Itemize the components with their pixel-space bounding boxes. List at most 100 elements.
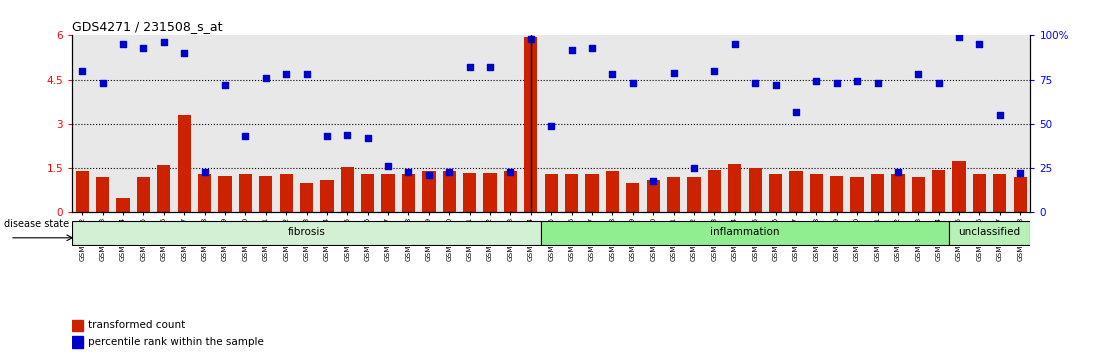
Point <box>645 178 663 183</box>
Point <box>604 72 622 77</box>
Point <box>359 135 377 141</box>
Text: disease state: disease state <box>4 219 70 229</box>
Bar <box>72 336 83 348</box>
Text: transformed count: transformed count <box>88 320 185 330</box>
Point <box>175 50 193 56</box>
Bar <box>422 171 435 212</box>
Bar <box>830 176 843 212</box>
Point <box>747 80 765 86</box>
Bar <box>789 171 802 212</box>
Bar <box>948 221 1030 245</box>
Bar <box>993 174 1006 212</box>
Bar <box>320 180 334 212</box>
Text: GDS4271 / 231508_s_at: GDS4271 / 231508_s_at <box>72 20 223 33</box>
Point <box>522 36 540 42</box>
Bar <box>259 176 273 212</box>
Point <box>849 79 866 84</box>
Point <box>971 41 988 47</box>
Point <box>726 41 743 47</box>
Bar <box>912 177 925 212</box>
Point <box>1012 171 1029 176</box>
Text: unclassified: unclassified <box>958 227 1020 237</box>
Bar <box>687 177 700 212</box>
Bar <box>769 174 782 212</box>
Bar <box>1014 177 1027 212</box>
Point <box>991 112 1008 118</box>
Bar <box>667 177 680 212</box>
Bar <box>524 37 537 212</box>
Bar <box>381 174 394 212</box>
Point <box>706 68 724 74</box>
Point <box>155 40 173 45</box>
Bar <box>136 177 150 212</box>
Bar <box>626 183 639 212</box>
Bar <box>871 174 884 212</box>
Text: percentile rank within the sample: percentile rank within the sample <box>88 337 264 347</box>
Point <box>277 72 295 77</box>
Bar <box>96 177 110 212</box>
Text: fibrosis: fibrosis <box>288 227 326 237</box>
Point <box>481 64 499 70</box>
Bar <box>647 180 660 212</box>
Point <box>236 133 254 139</box>
Bar <box>585 174 598 212</box>
Point <box>196 169 214 175</box>
Point <box>298 72 316 77</box>
Point <box>400 169 418 175</box>
Bar <box>198 174 212 212</box>
Point <box>216 82 234 88</box>
Point <box>420 172 438 178</box>
Point <box>828 80 845 86</box>
Point <box>94 80 112 86</box>
Point <box>338 132 356 137</box>
Bar <box>728 164 741 212</box>
Bar <box>75 171 89 212</box>
Bar <box>116 198 130 212</box>
Point <box>583 45 601 51</box>
Bar <box>218 176 232 212</box>
Point <box>930 80 947 86</box>
Point <box>808 79 825 84</box>
Bar <box>72 320 83 331</box>
Bar <box>606 171 619 212</box>
Bar <box>402 174 416 212</box>
Point <box>624 80 642 86</box>
Point <box>869 80 886 86</box>
Bar <box>340 167 353 212</box>
Bar <box>973 174 986 212</box>
Point <box>563 47 581 52</box>
Point <box>134 45 152 51</box>
Point <box>114 41 132 47</box>
Point <box>461 64 479 70</box>
Bar <box>442 171 455 212</box>
Point <box>787 109 804 114</box>
Bar <box>463 172 476 212</box>
Point <box>318 133 336 139</box>
Point <box>440 169 458 175</box>
Bar <box>851 177 864 212</box>
Bar <box>279 174 293 212</box>
Point <box>951 34 968 40</box>
Bar <box>891 174 904 212</box>
Point <box>889 169 906 175</box>
Bar <box>810 174 823 212</box>
Text: inflammation: inflammation <box>710 227 780 237</box>
Bar <box>483 172 496 212</box>
Point <box>73 68 91 74</box>
Point <box>767 82 784 88</box>
Bar <box>361 174 375 212</box>
Bar <box>708 170 721 212</box>
Point <box>257 75 275 81</box>
Point <box>502 169 520 175</box>
Bar <box>953 161 966 212</box>
Point <box>910 72 927 77</box>
Bar <box>300 183 314 212</box>
Point <box>665 70 683 75</box>
Bar <box>238 174 252 212</box>
Bar <box>749 168 762 212</box>
Point <box>685 165 702 171</box>
Point <box>542 123 560 129</box>
Bar <box>932 170 945 212</box>
Bar <box>504 171 517 212</box>
Bar <box>177 115 191 212</box>
